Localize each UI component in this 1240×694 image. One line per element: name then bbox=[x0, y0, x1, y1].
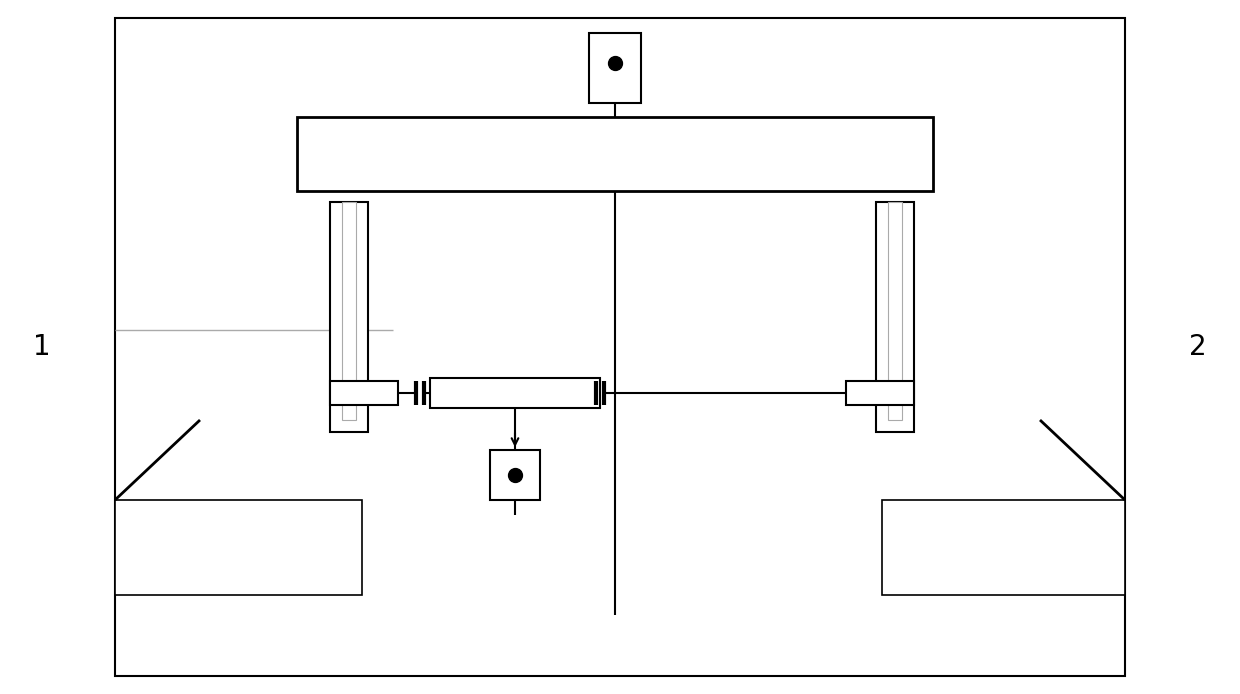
Bar bbox=[882, 500, 1125, 595]
Bar bbox=[589, 33, 641, 103]
Bar bbox=[115, 500, 362, 595]
Bar bbox=[490, 450, 539, 500]
Bar bbox=[298, 117, 932, 191]
Bar bbox=[330, 381, 398, 405]
Bar bbox=[430, 378, 600, 408]
Bar bbox=[115, 18, 1125, 676]
Text: 1: 1 bbox=[33, 333, 51, 361]
Bar bbox=[888, 202, 901, 420]
Bar bbox=[846, 381, 914, 405]
Bar bbox=[330, 202, 368, 432]
Bar bbox=[342, 202, 356, 420]
Bar bbox=[875, 202, 914, 432]
Text: 2: 2 bbox=[1189, 333, 1207, 361]
